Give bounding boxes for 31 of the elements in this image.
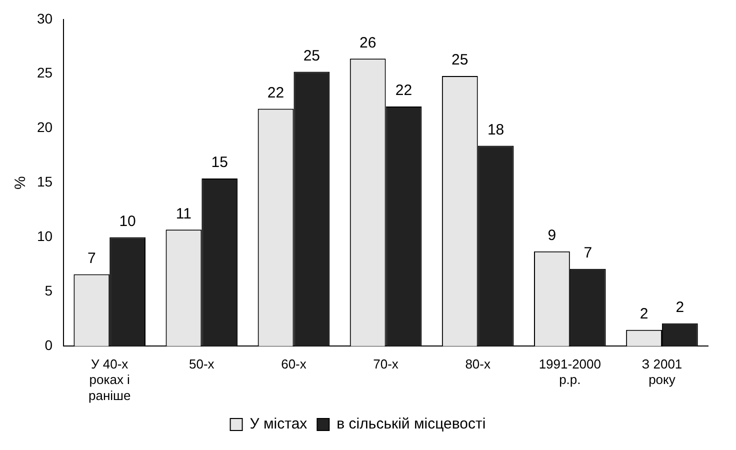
data-label: 7 (87, 250, 96, 267)
data-label: 26 (359, 34, 376, 52)
x-tick-label: У 40-х роках і раніше (88, 356, 131, 403)
data-label: 2 (640, 306, 648, 322)
data-label: 22 (267, 84, 284, 102)
y-tick-label: 30 (36, 10, 53, 26)
data-label: 11 (176, 205, 192, 222)
y-tick-label: 10 (36, 228, 53, 244)
data-label: 22 (395, 82, 412, 100)
data-label: 15 (211, 154, 228, 172)
y-tick-label: 15 (36, 174, 53, 190)
x-tick-label: 1991-2000 р.р. (538, 356, 601, 388)
data-label: 7 (584, 244, 592, 262)
legend-label: в сільській місцевості (336, 416, 486, 433)
legend-label: У містах (250, 416, 308, 433)
x-tick-label: 70-х (373, 356, 399, 372)
data-label: 9 (548, 227, 556, 244)
data-label: 10 (119, 212, 136, 230)
data-label: 25 (452, 52, 468, 69)
y-tick-label: 0 (44, 337, 53, 354)
data-label: 25 (303, 47, 320, 64)
x-tick-label: З 2001 року (642, 356, 682, 388)
data-label: 2 (676, 298, 684, 316)
y-axis-title: % (12, 176, 30, 190)
y-tick-label: 5 (44, 282, 53, 299)
x-tick-label: 50-х (189, 356, 215, 372)
data-label: 18 (487, 121, 504, 138)
y-tick-label: 25 (36, 64, 53, 81)
y-tick-label: 20 (36, 119, 53, 136)
x-tick-label: 60-х (281, 356, 307, 372)
x-tick-label: 80-х (465, 356, 491, 372)
